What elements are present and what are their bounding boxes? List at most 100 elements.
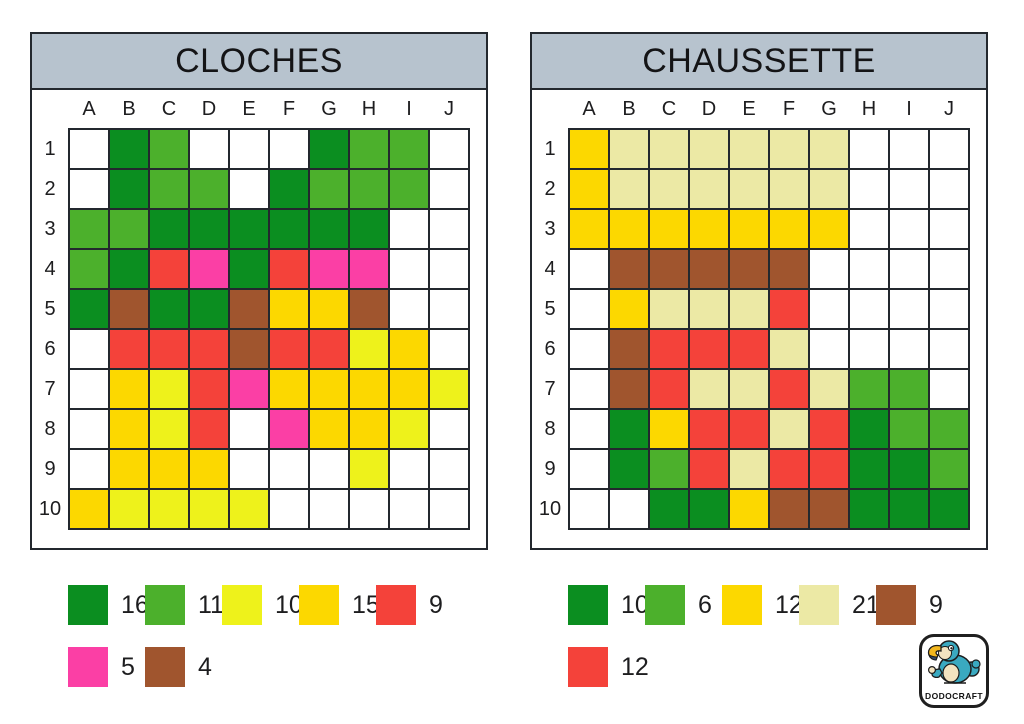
grid-cell-F4: [768, 248, 810, 290]
grid-cell-C7: [148, 368, 190, 410]
grid-cell-J9: [928, 448, 970, 490]
grid-cell-A2: [68, 168, 110, 210]
grid-cell-J3: [428, 208, 470, 250]
row-label-8: 8: [532, 409, 569, 449]
grid-cell-I1: [388, 128, 430, 170]
grid-cell-A7: [68, 368, 110, 410]
grid-cell-H5: [348, 288, 390, 330]
grid-cell-B8: [608, 408, 650, 450]
grid-cell-H3: [348, 208, 390, 250]
legend-count: 11: [198, 590, 224, 619]
grid-cell-H9: [848, 448, 890, 490]
grid-cell-J10: [428, 488, 470, 530]
grid-cell-A10: [568, 488, 610, 530]
grid-cell-J8: [928, 408, 970, 450]
grid-cell-J7: [428, 368, 470, 410]
grid-cell-B3: [608, 208, 650, 250]
grid-cell-F2: [768, 168, 810, 210]
grid-cell-G1: [808, 128, 850, 170]
grid-cell-E9: [728, 448, 770, 490]
grid-cell-A5: [568, 288, 610, 330]
grid-cell-G5: [308, 288, 350, 330]
grid-cell-G6: [808, 328, 850, 370]
row-label-4: 4: [532, 249, 569, 289]
grid-cell-F3: [768, 208, 810, 250]
dark-green-swatch: [568, 585, 608, 625]
column-label-J: J: [929, 90, 969, 129]
grid-cell-F10: [768, 488, 810, 530]
yellow-swatch: [222, 585, 262, 625]
grid-cell-G5: [808, 288, 850, 330]
column-label-B: B: [609, 90, 649, 129]
row-label-3: 3: [32, 209, 69, 249]
grid-cell-D3: [688, 208, 730, 250]
grid-cell-E6: [728, 328, 770, 370]
puzzle-panel-chaussette: CHAUSSETTE A B C D E F G H I J 1 2 3 4 5 6 7 8 9 10: [530, 32, 988, 550]
grid-cell-F5: [268, 288, 310, 330]
grid-cell-G6: [308, 328, 350, 370]
row-label-5: 5: [32, 289, 69, 329]
legend-item-red: 12: [568, 647, 649, 687]
grid-cell-E1: [228, 128, 270, 170]
column-label-H: H: [349, 90, 389, 129]
grid-cell-C8: [148, 408, 190, 450]
gold-swatch: [722, 585, 762, 625]
grid-cell-J3: [928, 208, 970, 250]
grid-cell-A1: [68, 128, 110, 170]
grid-cell-G10: [308, 488, 350, 530]
grid-cell-F6: [768, 328, 810, 370]
grid-cell-J2: [428, 168, 470, 210]
dodo-bird-icon: [927, 640, 981, 684]
grid-cell-B1: [608, 128, 650, 170]
grid-cell-C10: [648, 488, 690, 530]
grid-cell-E1: [728, 128, 770, 170]
grid-cell-B5: [608, 288, 650, 330]
grid-cell-I6: [888, 328, 930, 370]
grid-cell-I3: [888, 208, 930, 250]
grid-cell-A6: [568, 328, 610, 370]
grid-cell-A6: [68, 328, 110, 370]
grid-cell-H2: [348, 168, 390, 210]
row-label-2: 2: [532, 169, 569, 209]
grid-cell-I2: [888, 168, 930, 210]
grid-cell-B5: [108, 288, 150, 330]
grid-cell-F3: [268, 208, 310, 250]
grid-cell-B6: [608, 328, 650, 370]
grid-cell-D8: [188, 408, 230, 450]
legend-count: 15: [352, 590, 380, 619]
row-label-4: 4: [32, 249, 69, 289]
grid-cell-I1: [888, 128, 930, 170]
grid-cell-E4: [728, 248, 770, 290]
light-green-swatch: [145, 585, 185, 625]
legend-count: 4: [198, 652, 212, 681]
grid-cell-C9: [648, 448, 690, 490]
grid-cell-H7: [848, 368, 890, 410]
puzzle-panel-cloches: CLOCHES A B C D E F G H I J 1 2 3 4 5 6 7 8 9 10: [30, 32, 488, 550]
grid-cell-D5: [688, 288, 730, 330]
grid-cell-H9: [348, 448, 390, 490]
grid-corner: [32, 90, 69, 129]
legend-item-red: 9: [376, 585, 453, 625]
grid-cell-J4: [928, 248, 970, 290]
row-label-9: 9: [532, 449, 569, 489]
grid-cell-B4: [108, 248, 150, 290]
grid-cell-H1: [348, 128, 390, 170]
row-label-7: 7: [532, 369, 569, 409]
grid-cell-J1: [428, 128, 470, 170]
grid-cell-I7: [388, 368, 430, 410]
grid-cell-D2: [688, 168, 730, 210]
grid-cell-I8: [388, 408, 430, 450]
grid-cell-F8: [268, 408, 310, 450]
dodocraft-logo: DODOCRAFT: [919, 634, 989, 708]
grid-cell-D3: [188, 208, 230, 250]
grid-cell-A4: [68, 248, 110, 290]
grid-cell-E5: [228, 288, 270, 330]
grid-cell-J8: [428, 408, 470, 450]
grid-cell-E2: [228, 168, 270, 210]
column-label-F: F: [269, 90, 309, 129]
grid-cell-D8: [688, 408, 730, 450]
brown-swatch: [876, 585, 916, 625]
grid-cell-A8: [568, 408, 610, 450]
dark-green-swatch: [68, 585, 108, 625]
grid-cell-J6: [928, 328, 970, 370]
